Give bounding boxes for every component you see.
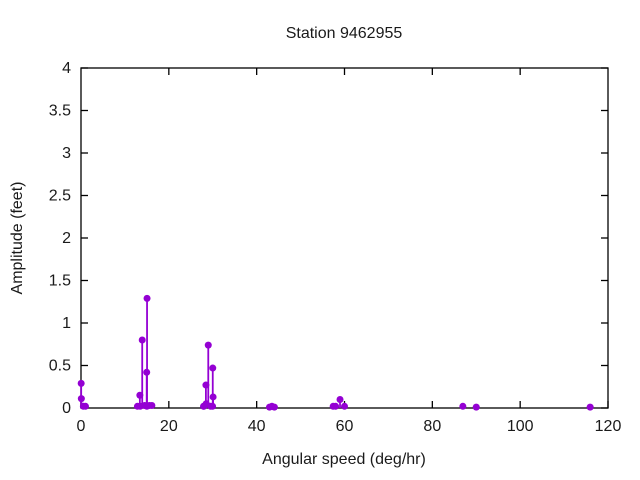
y-tick-label: 3.5 xyxy=(49,103,71,120)
data-point xyxy=(77,379,85,387)
x-axis-label: Angular speed (deg/hr) xyxy=(262,451,426,468)
axes-layer: 0 20 40 60 80 100 120 0 0.5 1 1.5 2 2.5 3 3.5 4 xyxy=(49,60,622,435)
data-point xyxy=(472,403,480,411)
data-point xyxy=(143,368,151,376)
y-tick-label: 4 xyxy=(62,60,71,77)
x-tick-label: 40 xyxy=(248,418,266,435)
x-tick-label: 80 xyxy=(423,418,441,435)
y-tick-label: 0.5 xyxy=(49,358,71,375)
x-tick-label: 120 xyxy=(595,418,622,435)
data-point xyxy=(332,402,340,410)
data-point xyxy=(143,294,151,302)
data-point xyxy=(136,391,144,399)
y-tick-label: 3 xyxy=(62,145,71,162)
y-tick-label: 2 xyxy=(62,230,71,247)
y-tick-label: 1 xyxy=(62,315,71,332)
data-point xyxy=(209,393,217,401)
y-tick-label: 2.5 xyxy=(49,188,71,205)
y-tick-label: 0 xyxy=(62,400,71,417)
data-point xyxy=(586,403,594,411)
x-tick-label: 20 xyxy=(160,418,178,435)
data-point xyxy=(336,396,344,403)
data-point xyxy=(148,401,156,409)
y-tick-label: 1.5 xyxy=(49,273,71,290)
data-point xyxy=(77,395,85,403)
plot-border xyxy=(80,67,609,409)
x-tick-label: 60 xyxy=(336,418,354,435)
data-layer xyxy=(77,294,594,411)
x-tick-label: 100 xyxy=(507,418,534,435)
data-point xyxy=(270,403,278,411)
data-point xyxy=(341,402,348,410)
chart-title: Station 9462955 xyxy=(286,25,403,42)
x-tick-label: 0 xyxy=(77,418,86,435)
data-point xyxy=(209,364,217,372)
data-point xyxy=(209,402,217,410)
data-point xyxy=(459,402,467,410)
data-point xyxy=(202,381,210,389)
y-axis-label: Amplitude (feet) xyxy=(9,182,26,295)
data-point xyxy=(81,402,89,410)
data-point xyxy=(204,341,212,349)
data-point xyxy=(138,336,146,344)
